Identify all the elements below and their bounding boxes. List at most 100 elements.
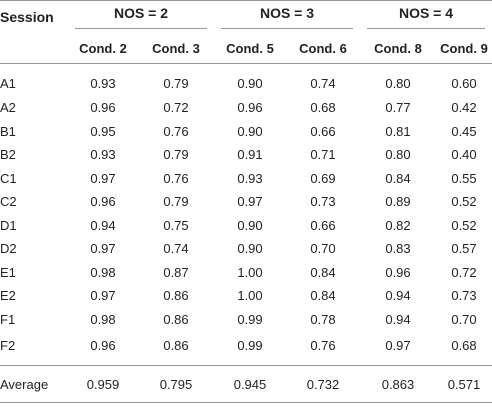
table-row: B2 0.93 0.79 0.91 0.71 0.80 0.40 (0, 143, 492, 167)
value-cell: 0.84 (385, 170, 411, 186)
table-row: D1 0.94 0.75 0.90 0.66 0.82 0.52 (0, 214, 492, 238)
group-header-nos-4: NOS = 4 (360, 0, 492, 33)
condition-header: Cond. 2 (68, 33, 138, 64)
value-cell: 0.84 (310, 264, 336, 280)
average-value-cell: 0.571 (436, 365, 492, 403)
value-cell: 0.96 (90, 194, 116, 210)
session-cell: E2 (0, 288, 16, 304)
value-cell: 0.76 (163, 170, 189, 186)
table-row: E1 0.98 0.87 1.00 0.84 0.96 0.72 (0, 261, 492, 285)
empty-header-cell (0, 33, 68, 64)
condition-header: Cond. 3 (138, 33, 214, 64)
value-cell: 0.78 (310, 311, 336, 327)
value-cell: 0.96 (385, 264, 411, 280)
value-cell: 0.72 (163, 100, 189, 116)
value-cell: 0.68 (436, 331, 492, 366)
session-cell: C2 (0, 194, 17, 210)
value-cell: 0.73 (451, 288, 477, 304)
group-header-nos-3: NOS = 3 (214, 0, 360, 33)
value-cell: 0.79 (163, 75, 189, 91)
session-cell: F1 (0, 311, 16, 327)
value-cell: 0.96 (237, 100, 263, 116)
value-cell: 0.97 (90, 170, 116, 186)
average-value-cell: 0.732 (286, 365, 360, 403)
condition-header: Cond. 8 (360, 33, 436, 64)
session-cell: B2 (0, 147, 16, 163)
table-row: C1 0.97 0.76 0.93 0.69 0.84 0.55 (0, 167, 492, 191)
value-cell: 0.90 (237, 75, 263, 91)
value-cell: 0.74 (163, 241, 189, 257)
group-header-row: Session NOS = 2 NOS = 3 NOS = 4 (0, 0, 492, 33)
value-cell: 0.70 (451, 311, 477, 327)
session-cell: B1 (0, 123, 16, 139)
table-row: A1 0.93 0.79 0.90 0.74 0.80 0.60 (0, 64, 492, 97)
value-cell: 0.40 (451, 147, 477, 163)
condition-header-row: Cond. 2 Cond. 3 Cond. 5 Cond. 6 Cond. 8 … (0, 33, 492, 64)
value-cell: 0.94 (385, 311, 411, 327)
average-value-cell: 0.863 (360, 365, 436, 403)
session-cell: C1 (0, 170, 17, 186)
value-cell: 0.90 (237, 241, 263, 257)
condition-header: Cond. 6 (286, 33, 360, 64)
session-column-header: Session (0, 0, 68, 33)
table-row: B1 0.95 0.76 0.90 0.66 0.81 0.45 (0, 120, 492, 144)
condition-header: Cond. 9 (436, 33, 492, 64)
value-cell: 0.93 (237, 170, 263, 186)
value-cell: 0.94 (385, 288, 411, 304)
average-row: Average 0.959 0.795 0.945 0.732 0.863 0.571 (0, 365, 492, 403)
value-cell: 0.80 (385, 147, 411, 163)
value-cell: 0.98 (90, 264, 116, 280)
session-cell: D2 (0, 241, 17, 257)
value-cell: 0.69 (310, 170, 336, 186)
value-cell: 0.74 (310, 75, 336, 91)
average-value-cell: 0.945 (214, 365, 286, 403)
table-row: E2 0.97 0.86 1.00 0.84 0.94 0.73 (0, 284, 492, 308)
session-cell: A2 (0, 100, 16, 116)
value-cell: 0.96 (90, 100, 116, 116)
table-row: A2 0.96 0.72 0.96 0.68 0.77 0.42 (0, 96, 492, 120)
value-cell: 0.52 (451, 194, 477, 210)
group-label: NOS = 4 (367, 5, 485, 29)
table-row: F1 0.98 0.86 0.99 0.78 0.94 0.70 (0, 308, 492, 332)
value-cell: 0.68 (310, 100, 336, 116)
value-cell: 0.52 (451, 217, 477, 233)
value-cell: 0.90 (237, 217, 263, 233)
table-row: C2 0.96 0.79 0.97 0.73 0.89 0.52 (0, 190, 492, 214)
value-cell: 0.66 (310, 217, 336, 233)
value-cell: 0.97 (237, 194, 263, 210)
session-cell: F2 (0, 331, 68, 366)
session-cell: E1 (0, 264, 16, 280)
value-cell: 0.71 (310, 147, 336, 163)
value-cell: 0.72 (451, 264, 477, 280)
value-cell: 0.90 (237, 123, 263, 139)
value-cell: 0.97 (90, 288, 116, 304)
value-cell: 0.42 (451, 100, 477, 116)
value-cell: 0.86 (138, 331, 214, 366)
value-cell: 0.96 (68, 331, 138, 366)
value-cell: 0.73 (310, 194, 336, 210)
group-label: NOS = 3 (221, 5, 353, 29)
value-cell: 0.89 (385, 194, 411, 210)
value-cell: 0.45 (451, 123, 477, 139)
value-cell: 0.57 (451, 241, 477, 257)
value-cell: 0.60 (451, 75, 477, 91)
value-cell: 0.83 (385, 241, 411, 257)
value-cell: 0.91 (237, 147, 263, 163)
value-cell: 0.80 (385, 75, 411, 91)
value-cell: 0.99 (214, 331, 286, 366)
value-cell: 0.79 (163, 147, 189, 163)
value-cell: 0.86 (163, 311, 189, 327)
table-row: F2 0.96 0.86 0.99 0.76 0.97 0.68 (0, 331, 492, 366)
value-cell: 0.99 (237, 311, 263, 327)
value-cell: 0.66 (310, 123, 336, 139)
value-cell: 0.97 (360, 331, 436, 366)
condition-header: Cond. 5 (214, 33, 286, 64)
value-cell: 0.82 (385, 217, 411, 233)
average-value-cell: 0.795 (138, 365, 214, 403)
value-cell: 0.95 (90, 123, 116, 139)
value-cell: 0.76 (286, 331, 360, 366)
average-label: Average (0, 365, 68, 403)
value-cell: 0.86 (163, 288, 189, 304)
